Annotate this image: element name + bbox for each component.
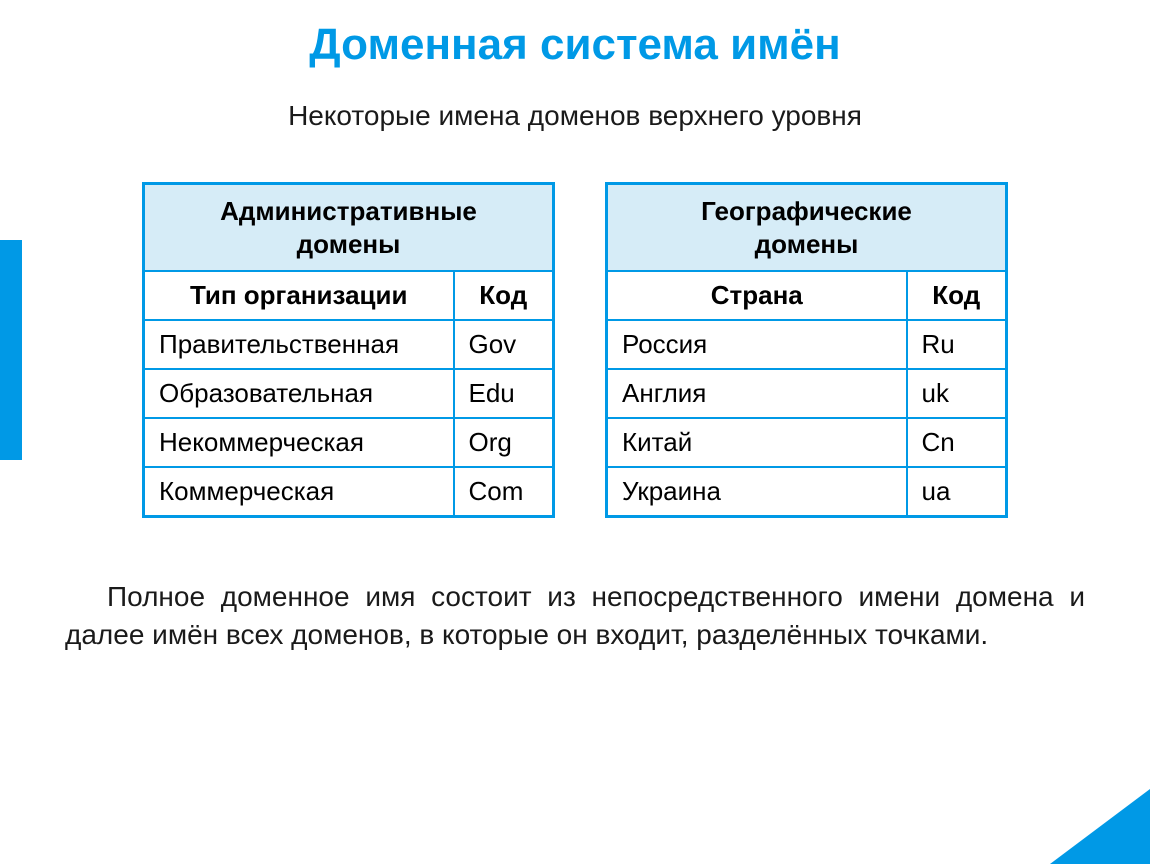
page-subtitle: Некоторые имена доменов верхнего уровня [60,100,1090,132]
table-row: Украина ua [607,467,1007,517]
admin-code-cell: Org [454,418,554,467]
table-row: Образовательная Edu [144,369,554,418]
geo-col-code: Код [907,271,1007,320]
admin-code-cell: Gov [454,320,554,369]
page-title: Доменная система имён [60,20,1090,70]
admin-type-cell: Коммерческая [144,467,454,517]
geo-country-cell: Украина [607,467,907,517]
table-row: Коммерческая Com [144,467,554,517]
admin-domains-table: Административные домены Тип организации … [142,182,555,518]
admin-table-caption: Административные домены [144,184,554,272]
tables-row: Административные домены Тип организации … [60,182,1090,518]
geo-table-caption: Географические домены [607,184,1007,272]
geo-code-cell: Ru [907,320,1007,369]
geo-code-cell: uk [907,369,1007,418]
geo-country-cell: Россия [607,320,907,369]
geo-country-cell: Китай [607,418,907,467]
table-row: Россия Ru [607,320,1007,369]
geo-domains-table: Географические домены Страна Код Россия … [605,182,1008,518]
table-row: Англия uk [607,369,1007,418]
admin-type-cell: Правительственная [144,320,454,369]
geo-code-cell: Cn [907,418,1007,467]
admin-code-cell: Edu [454,369,554,418]
table-row: Некоммерческая Org [144,418,554,467]
admin-col-code: Код [454,271,554,320]
admin-caption-line2: домены [297,229,401,259]
admin-type-cell: Некоммерческая [144,418,454,467]
table-row: Правительственная Gov [144,320,554,369]
footnote-text: Полное доменное имя состоит из непосредс… [60,578,1090,654]
geo-caption-line1: Географические [701,196,912,226]
table-row: Китай Cn [607,418,1007,467]
geo-code-cell: ua [907,467,1007,517]
geo-caption-line2: домены [755,229,859,259]
admin-col-type: Тип организации [144,271,454,320]
admin-type-cell: Образовательная [144,369,454,418]
geo-col-country: Страна [607,271,907,320]
geo-country-cell: Англия [607,369,907,418]
admin-code-cell: Com [454,467,554,517]
slide-content: Доменная система имён Некоторые имена до… [0,0,1150,864]
admin-caption-line1: Административные [220,196,477,226]
